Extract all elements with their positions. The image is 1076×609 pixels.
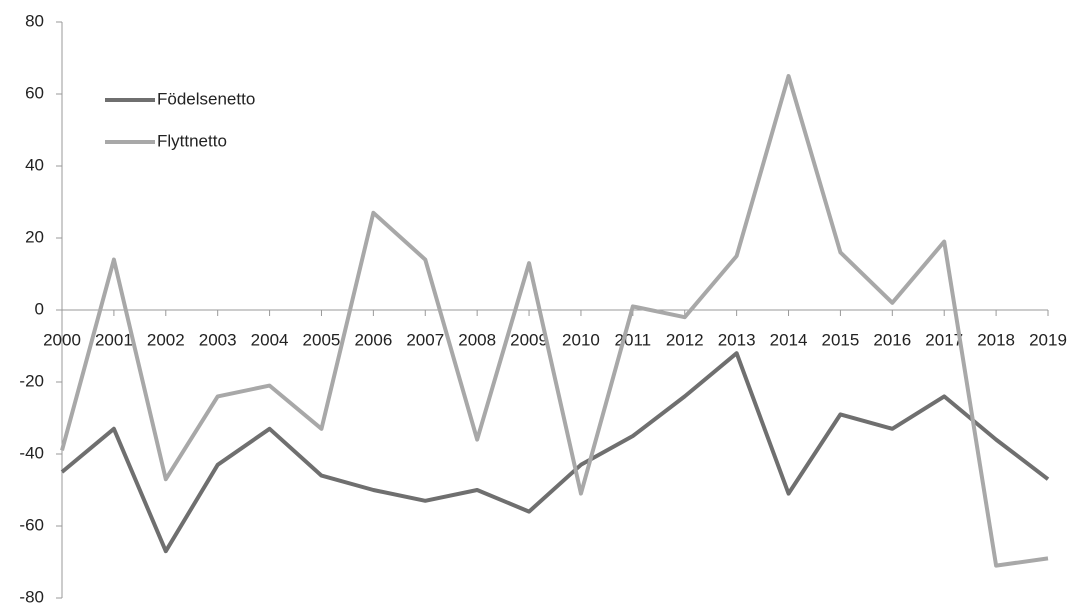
- x-tick-label: 2001: [95, 330, 133, 349]
- x-tick-label: 2007: [406, 330, 444, 349]
- y-tick-label: 80: [25, 11, 44, 30]
- x-tick-label: 2017: [925, 330, 963, 349]
- y-tick-label: 40: [25, 155, 44, 174]
- x-tick-label: 2003: [199, 330, 237, 349]
- x-tick-label: 2012: [666, 330, 704, 349]
- y-tick-label: -40: [19, 443, 44, 462]
- x-tick-label: 2002: [147, 330, 185, 349]
- x-tick-label: 2000: [43, 330, 81, 349]
- y-tick-label: 20: [25, 227, 44, 246]
- series-line: [60, 74, 1049, 568]
- y-tick-label: 60: [25, 83, 44, 102]
- x-tick-label: 2010: [562, 330, 600, 349]
- y-tick-label: -60: [19, 515, 44, 534]
- x-tick-label: 2016: [873, 330, 911, 349]
- x-tick-label: 2006: [354, 330, 392, 349]
- x-tick-label: 2009: [510, 330, 548, 349]
- x-tick-label: 2005: [303, 330, 341, 349]
- y-tick-label: -20: [19, 371, 44, 390]
- y-tick-label: 0: [35, 299, 44, 318]
- x-tick-label: 2019: [1029, 330, 1067, 349]
- x-tick-label: 2008: [458, 330, 496, 349]
- legend-label: Födelsenetto: [157, 89, 255, 108]
- y-tick-label: -80: [19, 587, 44, 604]
- x-tick-label: 2014: [770, 330, 808, 349]
- x-tick-label: 2015: [822, 330, 860, 349]
- x-tick-label: 2018: [977, 330, 1015, 349]
- x-tick-label: 2013: [718, 330, 756, 349]
- legend-label: Flyttnetto: [157, 131, 227, 150]
- x-tick-label: 2004: [251, 330, 289, 349]
- series-line: [60, 351, 1050, 554]
